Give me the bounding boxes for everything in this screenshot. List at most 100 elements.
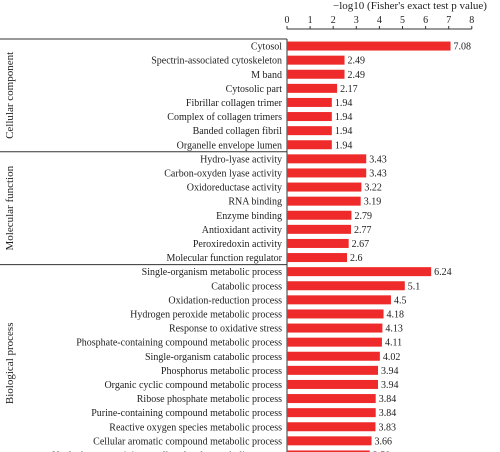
group-label-biological-process: Biological process <box>4 323 16 405</box>
x-tick-label: 3 <box>354 15 359 26</box>
bar <box>287 83 338 93</box>
value-label: 7.08 <box>454 42 472 53</box>
value-label: 2.67 <box>352 239 370 250</box>
bars: Cytosol 7.08 Spectrin-associated cytoskele… <box>52 41 472 452</box>
category-label: Spectrin-associated cytoskeleton <box>151 56 282 67</box>
bar <box>287 210 352 220</box>
value-label: 3.94 <box>381 366 399 377</box>
category-label: Single-organism metabolic process <box>142 267 282 278</box>
bar <box>287 224 351 234</box>
value-label: 3.94 <box>381 380 399 391</box>
category-label: Reactive oxygen species metabolic proces… <box>109 422 282 433</box>
category-label: Cytosol <box>251 42 282 53</box>
bar <box>287 351 380 361</box>
value-label: 4.18 <box>387 309 405 320</box>
value-label: 1.94 <box>335 112 353 123</box>
category-label: M band <box>251 70 282 81</box>
value-label: 2.79 <box>354 211 372 222</box>
value-label: 3.66 <box>375 436 393 447</box>
x-tick-label: 6 <box>423 15 428 26</box>
bar <box>287 238 349 248</box>
bar <box>287 422 376 432</box>
category-label: Response to oxidative stress <box>169 324 282 335</box>
category-label: Single-organism catabolic process <box>145 352 282 363</box>
category-label: Catabolic process <box>211 281 282 292</box>
bar <box>287 295 391 305</box>
category-label: Enzyme binding <box>216 211 282 222</box>
value-label: 2.49 <box>348 56 366 67</box>
value-label: 3.43 <box>369 154 387 165</box>
value-label: 4.02 <box>383 352 401 363</box>
value-label: 4.13 <box>385 324 403 335</box>
value-label: 2.6 <box>350 253 363 264</box>
bar <box>287 408 376 418</box>
x-axis-title: −log10 (Fisher's exact test p value) <box>333 0 487 12</box>
category-label: Organic cyclic compound metabolic proces… <box>104 380 282 391</box>
value-label: 3.84 <box>379 394 397 405</box>
bar <box>287 337 382 347</box>
value-label: 3.83 <box>378 422 396 433</box>
value-label: 1.94 <box>335 126 353 137</box>
bar <box>287 140 332 150</box>
x-tick-label: 0 <box>285 15 290 26</box>
category-label: Complex of collagen trimers <box>167 112 282 123</box>
bar <box>287 69 345 79</box>
category-label: Cellular aromatic compound metabolic pro… <box>93 436 282 447</box>
category-label: Hydrogen peroxide metabolic process <box>130 309 282 320</box>
bar <box>287 41 451 51</box>
category-label: Carbon-oxyden lyase activity <box>164 168 282 179</box>
bar <box>287 253 348 263</box>
value-label: 3.22 <box>364 183 382 194</box>
category-label: Antioxidant activity <box>202 225 282 236</box>
category-label: Banded collagen fibril <box>193 126 283 137</box>
value-label: 4.11 <box>385 338 402 349</box>
bar <box>287 450 370 452</box>
value-label: 4.5 <box>394 295 407 306</box>
category-label: Cytosolic part <box>226 84 283 95</box>
x-axis: 0 1 2 3 4 5 6 7 8 <box>285 15 474 30</box>
bar <box>287 55 345 65</box>
category-label: Organelle envelope lumen <box>177 140 282 151</box>
bar <box>287 154 367 164</box>
x-tick-label: 7 <box>446 15 451 26</box>
value-label: 1.94 <box>335 98 353 109</box>
value-label: 1.94 <box>335 140 353 151</box>
bar <box>287 182 362 192</box>
category-label: Molecular function regulator <box>166 253 282 264</box>
category-label: Oxidoreductase activity <box>187 183 282 194</box>
bar <box>287 365 379 375</box>
bar <box>287 394 376 404</box>
category-label: Purine-containing compound metabolic pro… <box>91 408 282 419</box>
category-label: Fibrillar collagen trimer <box>186 98 283 109</box>
category-label: Ribose phosphate metabolic process <box>137 394 282 405</box>
bar <box>287 323 383 333</box>
category-label: Oxidation-reduction process <box>168 295 282 306</box>
x-tick-label: 4 <box>377 15 382 26</box>
bar <box>287 196 361 206</box>
value-label: 3.58 <box>373 450 391 452</box>
value-label: 2.49 <box>348 70 366 81</box>
value-label: 6.24 <box>434 267 452 278</box>
group-label-molecular-function: Molecular function <box>4 165 16 250</box>
value-label: 2.17 <box>340 84 358 95</box>
x-tick-label: 5 <box>400 15 405 26</box>
category-label: Nucleobase-containing small molecule met… <box>52 450 282 452</box>
value-label: 2.77 <box>354 225 372 236</box>
bar <box>287 112 332 122</box>
value-label: 5.1 <box>408 281 421 292</box>
bar <box>287 436 372 446</box>
category-label: Phosphorus metabolic process <box>161 366 282 377</box>
bar <box>287 168 367 178</box>
category-label: Peroxiredoxin activity <box>193 239 282 250</box>
value-label: 3.84 <box>379 408 397 419</box>
category-label: RNA binding <box>228 197 282 208</box>
group-label-cellular-component: Cellular component <box>4 52 16 139</box>
x-tick-label: 2 <box>331 15 336 26</box>
bar <box>287 267 432 277</box>
value-label: 3.43 <box>369 168 387 179</box>
x-tick-label: 1 <box>308 15 313 26</box>
bar <box>287 97 332 107</box>
bar <box>287 309 384 319</box>
bar <box>287 281 405 291</box>
